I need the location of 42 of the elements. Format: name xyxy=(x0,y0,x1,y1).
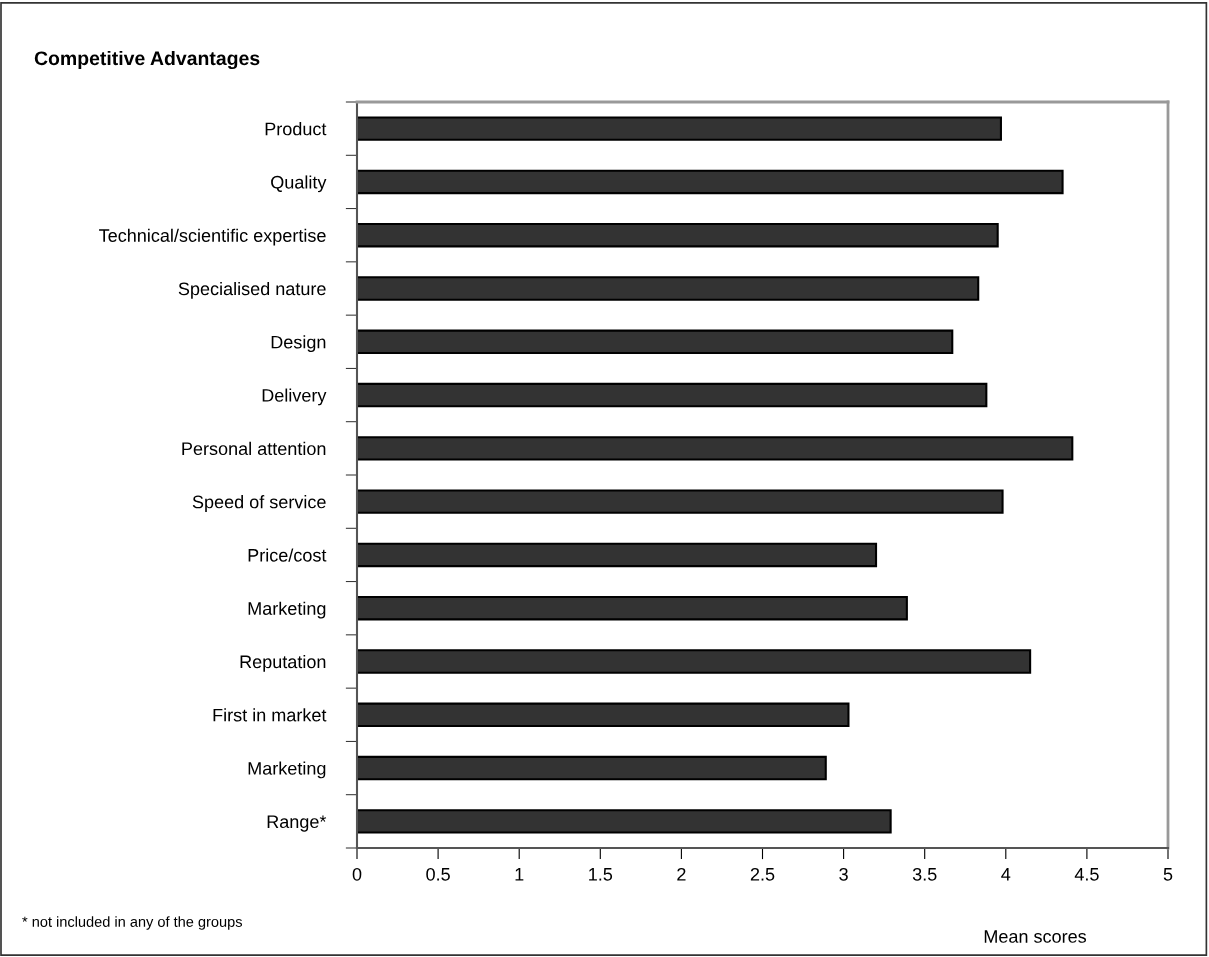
text: Competitive Advantages xyxy=(34,50,260,70)
y-tick-label: Delivery xyxy=(262,388,327,406)
y-tick-label: First in market xyxy=(213,708,327,722)
y-tick-label: Range* xyxy=(267,815,327,832)
y-tick-label: Design xyxy=(271,335,326,353)
x-tick-label: 3.5 xyxy=(912,867,937,881)
bar xyxy=(357,755,827,781)
y-tick-label: Technical/scientific expertise xyxy=(99,228,326,246)
bar xyxy=(357,489,1004,514)
y-tick-label: Reputation xyxy=(240,654,326,672)
x-tick-label: 4 xyxy=(1001,868,1011,881)
bar xyxy=(357,649,1032,674)
bar xyxy=(357,542,878,568)
x-tick-label: 0.5 xyxy=(426,867,450,881)
y-tick-label: Product xyxy=(265,122,327,136)
x-axis-title: Mean scores xyxy=(984,930,1087,943)
bar xyxy=(357,595,908,621)
bar xyxy=(357,329,954,355)
x-tick-label: 1 xyxy=(515,868,524,881)
bar xyxy=(357,382,988,408)
bar xyxy=(357,276,980,301)
bar xyxy=(357,809,892,834)
x-tick-label: 0 xyxy=(352,867,362,881)
y-tick-label: Specialised nature xyxy=(178,281,326,299)
y-tick-label: Quality xyxy=(271,175,327,193)
y-tick-label: Marketing xyxy=(248,761,326,779)
x-tick-label: 1.5 xyxy=(589,868,613,881)
x-tick-label: 2 xyxy=(677,867,686,881)
bar xyxy=(357,169,1064,195)
x-tick-label: 2.5 xyxy=(750,867,775,881)
bar xyxy=(357,702,850,728)
y-tick-label: Marketing xyxy=(248,601,326,619)
bar xyxy=(357,116,1002,141)
y-tick-label: Speed of service xyxy=(192,495,326,512)
y-tick-label: Price/cost xyxy=(248,548,327,562)
text: * not included in any of the groups xyxy=(22,916,242,930)
x-tick-label: 5 xyxy=(1163,868,1173,881)
x-tick-label: 3 xyxy=(839,867,848,881)
x-tick-label: 4.5 xyxy=(1074,868,1099,881)
bar xyxy=(357,222,999,248)
y-tick-label: Personal attention xyxy=(182,441,326,456)
bar xyxy=(357,436,1074,461)
